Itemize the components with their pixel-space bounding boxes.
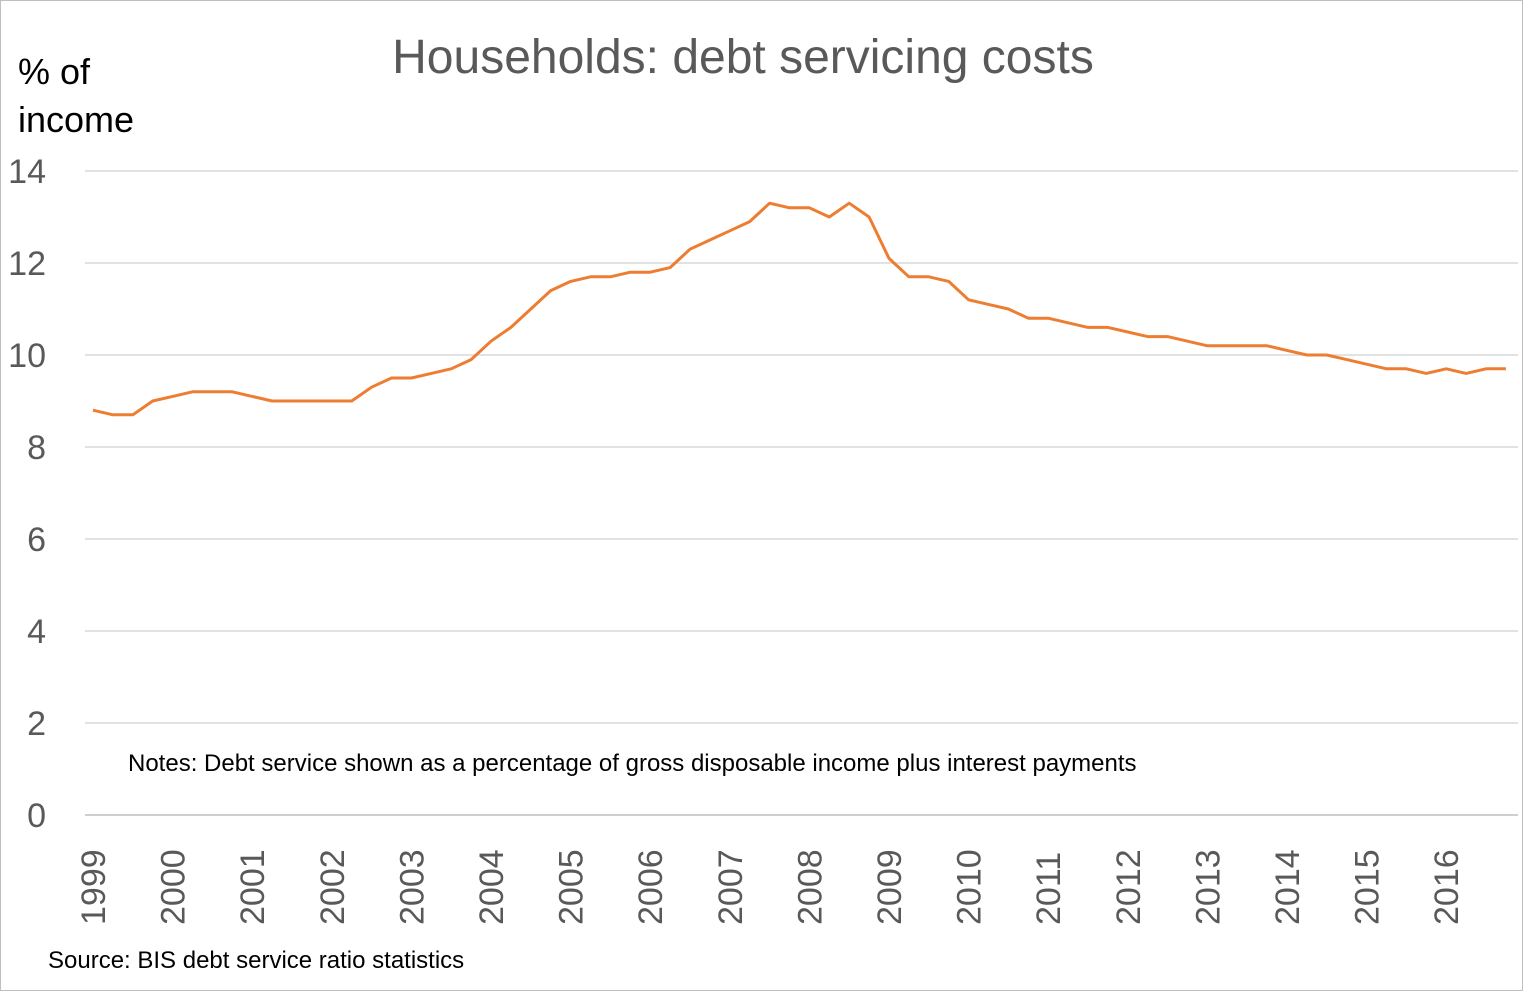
x-tick-label: 2011 xyxy=(1030,852,1068,925)
x-tick-label: 2010 xyxy=(951,849,989,925)
y-tick-label: 10 xyxy=(8,337,46,375)
y-tick-label: 0 xyxy=(27,797,46,835)
x-tick-label: 2001 xyxy=(234,849,272,925)
series-line xyxy=(92,201,1506,417)
y-tick-label: 12 xyxy=(8,245,46,283)
y-axis-label: % of income xyxy=(18,48,134,144)
x-tick-label: 2014 xyxy=(1269,849,1307,925)
x-tick-label: 2003 xyxy=(393,849,431,925)
x-tick-label: 2008 xyxy=(791,849,829,925)
x-tick-label: 2005 xyxy=(553,849,591,925)
x-tick-label: 2004 xyxy=(473,849,511,925)
y-axis-label-line-2: income xyxy=(18,99,135,140)
x-tick-label: 2009 xyxy=(871,849,909,925)
y-tick-label: 8 xyxy=(27,429,46,467)
y-tick-label: 4 xyxy=(27,613,46,651)
y-axis-label-line-1: % of xyxy=(18,51,91,92)
x-tick-label: 2000 xyxy=(155,849,193,925)
x-tick-label: 2016 xyxy=(1428,849,1466,925)
chart-source: Source: BIS debt service ratio statistic… xyxy=(48,947,465,974)
chart-notes: Notes: Debt service shown as a percentag… xyxy=(128,750,1137,777)
x-tick-label: 2015 xyxy=(1349,849,1387,925)
y-tick-label: 14 xyxy=(8,153,46,191)
x-tick-label: 2007 xyxy=(712,849,750,925)
x-tick-label: 2012 xyxy=(1110,849,1148,925)
x-tick-label: 1999 xyxy=(75,849,113,925)
x-tick-label: 2006 xyxy=(632,849,670,925)
y-tick-label: 2 xyxy=(27,705,46,743)
y-tick-label: 6 xyxy=(27,521,46,559)
x-tick-label: 2013 xyxy=(1189,849,1227,925)
x-tick-label: 2002 xyxy=(314,849,352,925)
chart-title: Households: debt servicing costs xyxy=(392,31,1094,84)
